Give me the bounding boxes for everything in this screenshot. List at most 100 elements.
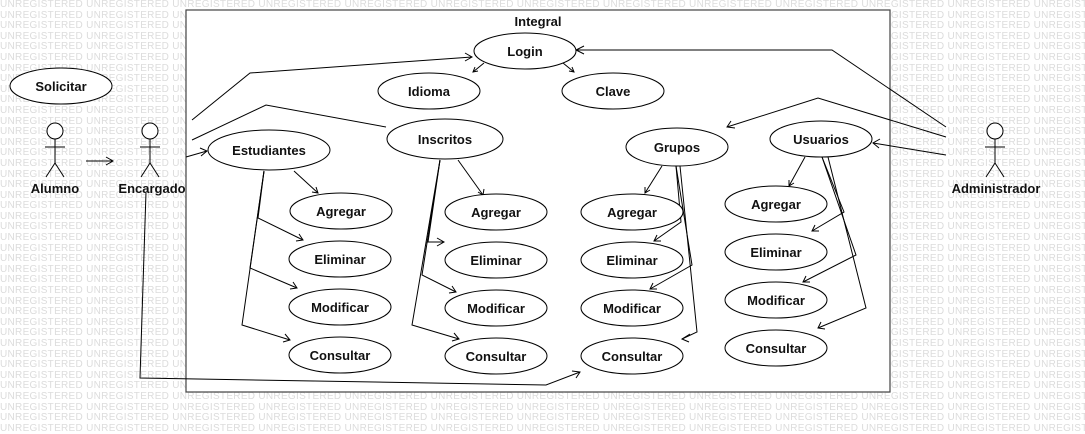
watermark-line: UNREGISTERED UNREGISTERED UNREGISTERED U… (0, 390, 1085, 402)
arrowhead (680, 333, 691, 343)
use-case-idioma: Idioma (377, 72, 481, 110)
use-case-grupos: Grupos (625, 127, 729, 167)
actor-administrador-label: Administrador (952, 181, 1041, 196)
arrowhead (311, 186, 319, 194)
svg-text:Modificar: Modificar (747, 293, 805, 308)
actor-encargado: Encargado (118, 122, 186, 196)
arrowhead (472, 66, 479, 73)
associations (86, 45, 947, 386)
use-case-usu-agregar: Agregar (724, 185, 828, 223)
actor-administrador: Administrador (952, 122, 1041, 196)
arrowhead (451, 332, 460, 342)
edge-gru-consultar (679, 165, 698, 340)
use-case-gru-consultar: Consultar (580, 337, 684, 375)
arrowhead (105, 156, 115, 166)
edge-login-idioma (472, 62, 485, 73)
edge-admin-login (576, 49, 947, 128)
edge-encargado-login (191, 56, 473, 121)
svg-text:Estudiantes: Estudiantes (232, 143, 306, 158)
use-case-ins-consultar: Consultar (444, 337, 548, 375)
arrowhead (199, 147, 208, 157)
use-case-usuarios: Usuarios (769, 120, 873, 158)
arrowhead (649, 282, 657, 290)
arrowhead (802, 275, 810, 283)
edge-est-agregar (293, 170, 319, 194)
edge-encargado-inscritos (191, 104, 387, 141)
svg-text:Inscritos: Inscritos (418, 132, 472, 147)
edge-gru-eliminar (653, 165, 682, 242)
actor-head (46, 122, 64, 140)
edge-admin-grupos (726, 97, 947, 138)
use-case-usu-modificar: Modificar (724, 281, 828, 319)
watermark-line: UNREGISTERED UNREGISTERED UNREGISTERED U… (0, 422, 1085, 434)
svg-text:Modificar: Modificar (603, 301, 661, 316)
edge-login-clave (562, 62, 575, 73)
arrowhead (817, 321, 826, 330)
actor-head (986, 122, 1004, 140)
svg-text:Consultar: Consultar (466, 349, 527, 364)
use-case-inscritos: Inscritos (386, 118, 504, 160)
actor-alumno: Alumno (31, 122, 79, 196)
edge-admin-usuarios (872, 142, 947, 156)
arrowhead (644, 187, 651, 194)
actor-head (141, 122, 159, 140)
use-case-gru-agregar: Agregar (580, 193, 684, 231)
use-case-ins-agregar: Agregar (444, 193, 548, 231)
svg-text:Consultar: Consultar (310, 348, 371, 363)
use-case-clave: Clave (561, 72, 665, 110)
svg-text:Agregar: Agregar (607, 205, 657, 220)
edge-ins-consultar (411, 159, 460, 340)
edge-gru-agregar (644, 165, 663, 194)
use-case-est-agregar: Agregar (289, 192, 393, 230)
use-case-usu-eliminar: Eliminar (724, 233, 828, 271)
arrowhead (726, 120, 736, 129)
edge-ins-agregar (457, 159, 484, 196)
system-title: Integral (515, 14, 562, 29)
edge-encargado-estudiantes (185, 150, 208, 158)
svg-text:Modificar: Modificar (467, 301, 525, 316)
svg-text:Eliminar: Eliminar (606, 253, 657, 268)
arrowhead (653, 234, 661, 242)
use-case-est-eliminar: Eliminar (288, 240, 392, 278)
use-case-est-consultar: Consultar (288, 336, 392, 374)
arrowhead (282, 333, 291, 343)
svg-text:Consultar: Consultar (746, 341, 807, 356)
svg-text:Clave: Clave (596, 84, 631, 99)
use-case-login: Login (473, 32, 577, 70)
watermark-line: UNREGISTERED UNREGISTERED UNREGISTERED U… (0, 401, 1085, 413)
svg-text:Usuarios: Usuarios (793, 132, 849, 147)
arrowhead (295, 233, 304, 242)
edge-usu-agregar (788, 156, 806, 187)
svg-text:Eliminar: Eliminar (750, 245, 801, 260)
arrowhead (788, 180, 795, 187)
actor-encargado-label: Encargado (118, 181, 185, 196)
svg-text:Solicitar: Solicitar (35, 79, 86, 94)
use-case-solicitar: Solicitar (9, 67, 113, 105)
svg-text:Idioma: Idioma (408, 84, 451, 99)
arrowhead (571, 370, 581, 379)
edge-usu-modificar (802, 156, 857, 283)
arrowhead (568, 66, 575, 73)
svg-text:Agregar: Agregar (316, 204, 366, 219)
svg-text:Eliminar: Eliminar (470, 253, 521, 268)
use-case-usu-consultar: Consultar (724, 329, 828, 367)
watermark-line: UNREGISTERED UNREGISTERED UNREGISTERED U… (0, 412, 1085, 424)
edge-encargado-gru-consultar (139, 191, 581, 386)
arrowhead (436, 237, 446, 247)
arrowhead (872, 138, 881, 149)
use-case-ins-modificar: Modificar (444, 289, 548, 327)
arrowhead (811, 224, 819, 232)
edge-gru-modificar (649, 165, 693, 290)
svg-text:Eliminar: Eliminar (314, 252, 365, 267)
edge-est-consultar (241, 170, 291, 341)
svg-text:Agregar: Agregar (751, 197, 801, 212)
watermark-line: UNREGISTERED UNREGISTERED UNREGISTERED U… (0, 0, 1085, 10)
use-case-ins-eliminar: Eliminar (444, 241, 548, 279)
arrowhead (289, 281, 298, 290)
svg-text:Consultar: Consultar (602, 349, 663, 364)
actor-alumno-label: Alumno (31, 181, 79, 196)
use-case-gru-modificar: Modificar (580, 289, 684, 327)
svg-text:Grupos: Grupos (654, 140, 700, 155)
